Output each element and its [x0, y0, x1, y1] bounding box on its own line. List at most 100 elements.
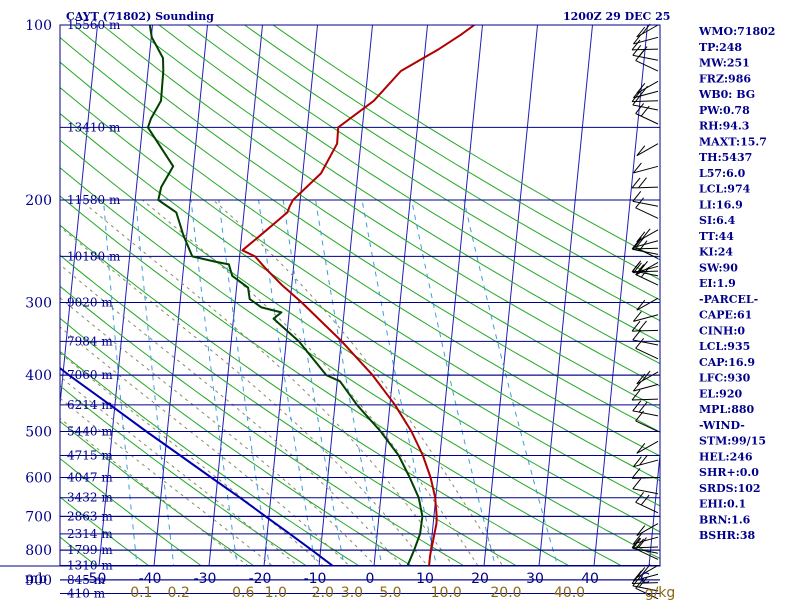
chart-labels: 1002003004005006007008009001000mb15560 m… [16, 18, 675, 600]
index-value: BRN:1.6 [699, 513, 751, 526]
height-label: 9020 m [67, 295, 113, 309]
wind-barb [632, 400, 659, 417]
chart-frame [0, 24, 661, 567]
index-value: SI:6.4 [699, 214, 736, 227]
index-value: LCL:935 [699, 340, 750, 353]
temperature-tick-label: 0 [366, 571, 375, 587]
index-value: HEL:246 [699, 450, 753, 463]
dry-adiabat-line [130, 25, 660, 365]
height-label: 7060 m [67, 368, 113, 382]
moist-adiabat-line [60, 417, 250, 566]
height-label: 410 m [67, 587, 106, 600]
moist-adiabat-line [60, 326, 351, 566]
mixing-ratio-line [282, 199, 345, 566]
moist-adiabat-line [60, 375, 299, 566]
height-label: 845 m [67, 573, 106, 587]
wind-barb [635, 264, 659, 286]
mixing-ratio-tick-label: 0.6 [232, 585, 254, 600]
dry-adiabat-line [60, 112, 660, 507]
index-value: TP:248 [699, 41, 742, 54]
dry-adiabat-line [60, 285, 466, 566]
dry-adiabat-line [60, 457, 203, 566]
height-label: 10180 m [67, 249, 121, 263]
height-label: 1799 m [67, 543, 113, 557]
wind-barb [631, 468, 659, 479]
height-label: 15560 m [67, 18, 121, 32]
wind-barb [633, 454, 659, 468]
index-list: WMO:71802 TP:248 MW:251 FRZ:986 WB0: BG PW:0.… [698, 25, 775, 542]
mixing-ratio-unit-label: g/kg [645, 585, 676, 600]
isotherm-line [98, 25, 153, 566]
dry-adiabat-line [244, 25, 660, 281]
height-label: 2314 m [67, 527, 113, 541]
mixing-ratio-line [411, 199, 496, 566]
dry-adiabat-line [215, 25, 660, 301]
wind-barb [635, 50, 659, 72]
index-value: SW:90 [699, 261, 738, 274]
height-label: 3432 m [67, 491, 113, 505]
wind-barb [636, 143, 659, 157]
wind-barb [631, 320, 659, 332]
index-value: TH:5437 [699, 151, 752, 164]
index-value: BSHR:38 [699, 529, 755, 542]
temperature-trace [241, 25, 475, 566]
pressure-tick-label: 400 [25, 368, 52, 384]
mixing-ratio-tick-label: 0.1 [130, 585, 152, 600]
wind-barb [633, 162, 659, 174]
height-label: 4047 m [67, 470, 113, 484]
mixing-ratio-line [218, 199, 270, 566]
index-value: WB0: BG [698, 88, 755, 101]
index-value: MW:251 [699, 57, 750, 70]
index-value: CAP:16.9 [699, 356, 755, 369]
pressure-tick-label: 200 [25, 193, 52, 209]
mixing-ratio-tick-label: 2.0 [312, 585, 334, 600]
index-value: FRZ:986 [699, 72, 751, 85]
isobars [60, 24, 660, 595]
temperature-tick-label: 20 [471, 571, 489, 587]
index-value: EHI:0.1 [699, 498, 746, 511]
index-value: KI:24 [699, 246, 733, 259]
pressure-tick-label: 700 [25, 509, 52, 525]
background-lines [60, 25, 660, 566]
moist-adiabat-line [60, 226, 429, 566]
dry-adiabat-line [60, 420, 256, 566]
pressure-tick-label: 100 [25, 18, 52, 34]
height-label: 3 m [67, 598, 90, 600]
pressure-tick-label: 900 [25, 573, 52, 589]
mixing-ratio-tick-label: 20.0 [490, 585, 521, 600]
dry-adiabat-line [60, 317, 413, 566]
isotherm-line [428, 25, 483, 566]
dry-adiabat-line [60, 36, 660, 433]
sounding-traces [60, 25, 475, 566]
isotherm-line [373, 25, 428, 566]
wind-barb [632, 190, 659, 207]
wind-barb [636, 297, 659, 311]
index-value: LI:16.9 [699, 198, 743, 211]
temperature-tick-label: -20 [249, 571, 272, 587]
wind-barb [632, 94, 659, 111]
wind-barb [635, 197, 659, 219]
dry-adiabat-line [158, 25, 660, 343]
index-value: L57:6.0 [699, 167, 746, 180]
chart-title: CAYT (71802) Sounding [66, 10, 214, 23]
mixing-ratio-tick-label: 5.0 [379, 585, 401, 600]
mixing-ratio-tick-label: 3.0 [341, 585, 363, 600]
wind-barb [633, 85, 659, 99]
temperature-tick-label: -30 [194, 571, 217, 587]
index-value: RH:94.3 [699, 120, 749, 133]
isotherm-line [593, 25, 648, 566]
parcel-trace [60, 366, 335, 566]
wind-barb [636, 440, 659, 454]
height-label: 2863 m [67, 509, 113, 523]
wind-barb [633, 380, 659, 392]
wind-barb [635, 538, 659, 560]
index-value: MPL:880 [699, 403, 755, 416]
temperature-tick-label: C [640, 571, 650, 587]
wind-barb [635, 337, 659, 360]
mixing-ratio-line [361, 199, 438, 566]
wind-barb [635, 491, 659, 514]
wind-barb [635, 577, 659, 600]
index-value: STM:99/15 [699, 435, 766, 448]
isotherm-line [538, 25, 593, 566]
pressure-tick-label: 800 [25, 543, 52, 559]
